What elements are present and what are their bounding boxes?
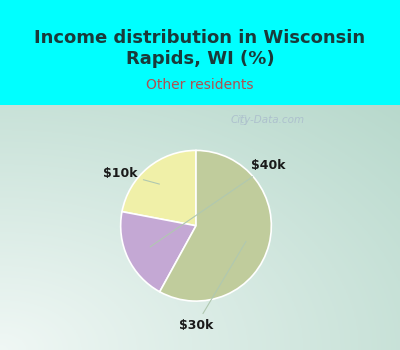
- Wedge shape: [121, 212, 196, 292]
- Text: $30k: $30k: [179, 241, 246, 332]
- Text: Other residents: Other residents: [146, 78, 254, 92]
- Text: Income distribution in Wisconsin
Rapids, WI (%): Income distribution in Wisconsin Rapids,…: [34, 29, 366, 68]
- Wedge shape: [160, 150, 271, 301]
- Text: $40k: $40k: [150, 159, 286, 247]
- Text: $10k: $10k: [104, 167, 160, 184]
- Text: City-Data.com: City-Data.com: [230, 115, 305, 125]
- Wedge shape: [122, 150, 196, 226]
- Text: ⧗: ⧗: [240, 115, 246, 125]
